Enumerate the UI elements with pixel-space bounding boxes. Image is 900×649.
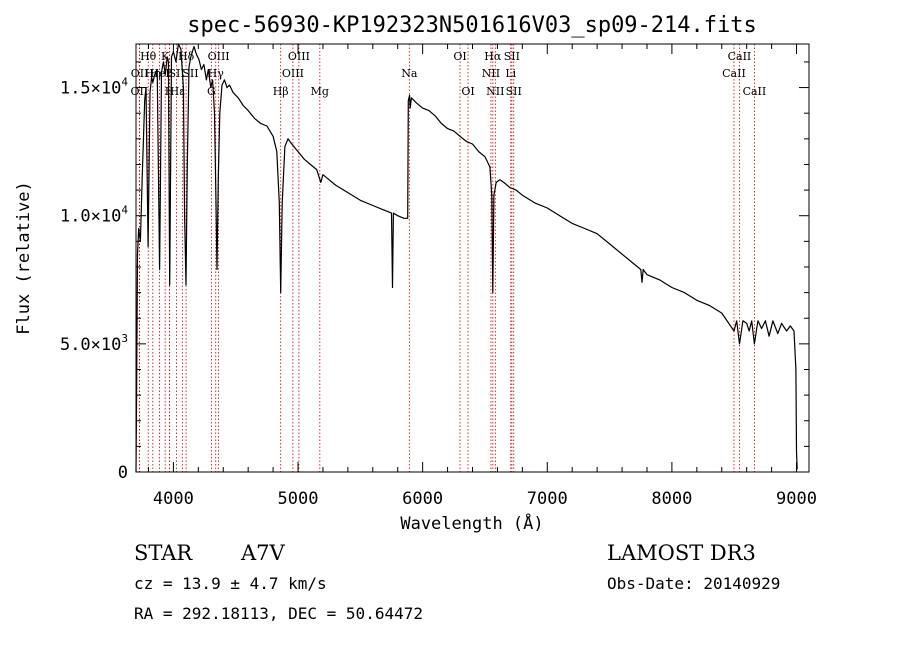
survey-name: LAMOST DR3 [607,541,756,565]
x-tick-label: 8000 [651,489,692,509]
spectral-line-label: CaII [743,85,767,98]
spectral-line-label: Mg [311,85,329,98]
spectral-line-label: CaII [728,50,752,63]
spectral-line-label: OI [461,85,474,98]
coordinates: RA = 292.18113, DEC = 50.64472 [134,604,423,623]
y-tick-label: 0 [118,463,128,483]
spectral-line-label: Li [505,67,516,80]
spectral-line-label: OI [453,50,466,63]
spectral-line-label: Hγ [208,67,225,80]
x-tick-label: 9000 [776,489,817,509]
spectral-line-label: SII [182,67,198,80]
spectrum-series-line [135,43,798,473]
spectral-line-label: OII [131,85,149,98]
spectral-line-label: Hβ [273,85,289,98]
spectral-line-markers [138,44,755,472]
spectral-line-label: SII [169,67,185,80]
spectral-line-label: K [161,50,170,63]
spectral-line-label: G [207,85,216,98]
spectral-line-label: Hθ [140,50,157,63]
plot-frame [135,43,810,473]
spectral-line-label: HeI [149,67,169,80]
y-tick-label: 5.0×103 [60,332,128,355]
x-tick-label: 7000 [527,489,568,509]
observation-date: Obs-Date: 20140929 [607,574,780,593]
spectral-line-label: Hα [484,50,502,63]
spectral-line-label: Hε [170,85,186,98]
y-axis-label: Flux (relative) [14,181,34,335]
x-axis: 4000 5000 6000 7000 8000 9000 [147,44,817,509]
spectral-line-label: H [165,85,175,98]
spectral-line-label: CaII [722,67,746,80]
x-axis-label: Wavelength (Å) [400,512,543,534]
x-tick-label: 5000 [278,489,319,509]
object-subclass: A7V [240,541,286,565]
spectral-line-label: Na [401,67,418,80]
spectral-line-labels: OIIOIIHθHηHeIKHHεSIISIIHδGHγOIIIHβOIIIOI… [131,50,767,98]
y-tick-label: 1.5×104 [60,76,128,99]
spectral-line-label: NII [482,67,500,80]
x-tick-label: 4000 [153,489,194,509]
object-class: STAR [134,541,193,565]
x-tick-label: 6000 [402,489,443,509]
y-tick-label: 1.0×104 [60,204,128,227]
spectral-line-label: NII [486,85,504,98]
spectral-line-label: OIII [282,67,304,80]
spectral-line-label: OIII [208,50,230,63]
spectral-line-label: SII [504,50,520,63]
spectral-line-label: SII [506,85,522,98]
spectral-line-label: OIII [288,50,310,63]
y-axis: 0 5.0×103 1.0×104 1.5×104 [60,61,809,483]
chart-title: spec-56930-KP192323N501616V03_sp09-214.f… [187,13,757,38]
redshift-velocity: cz = 13.9 ± 4.7 km/s [134,574,327,593]
spectral-line-label: OII [131,67,149,80]
